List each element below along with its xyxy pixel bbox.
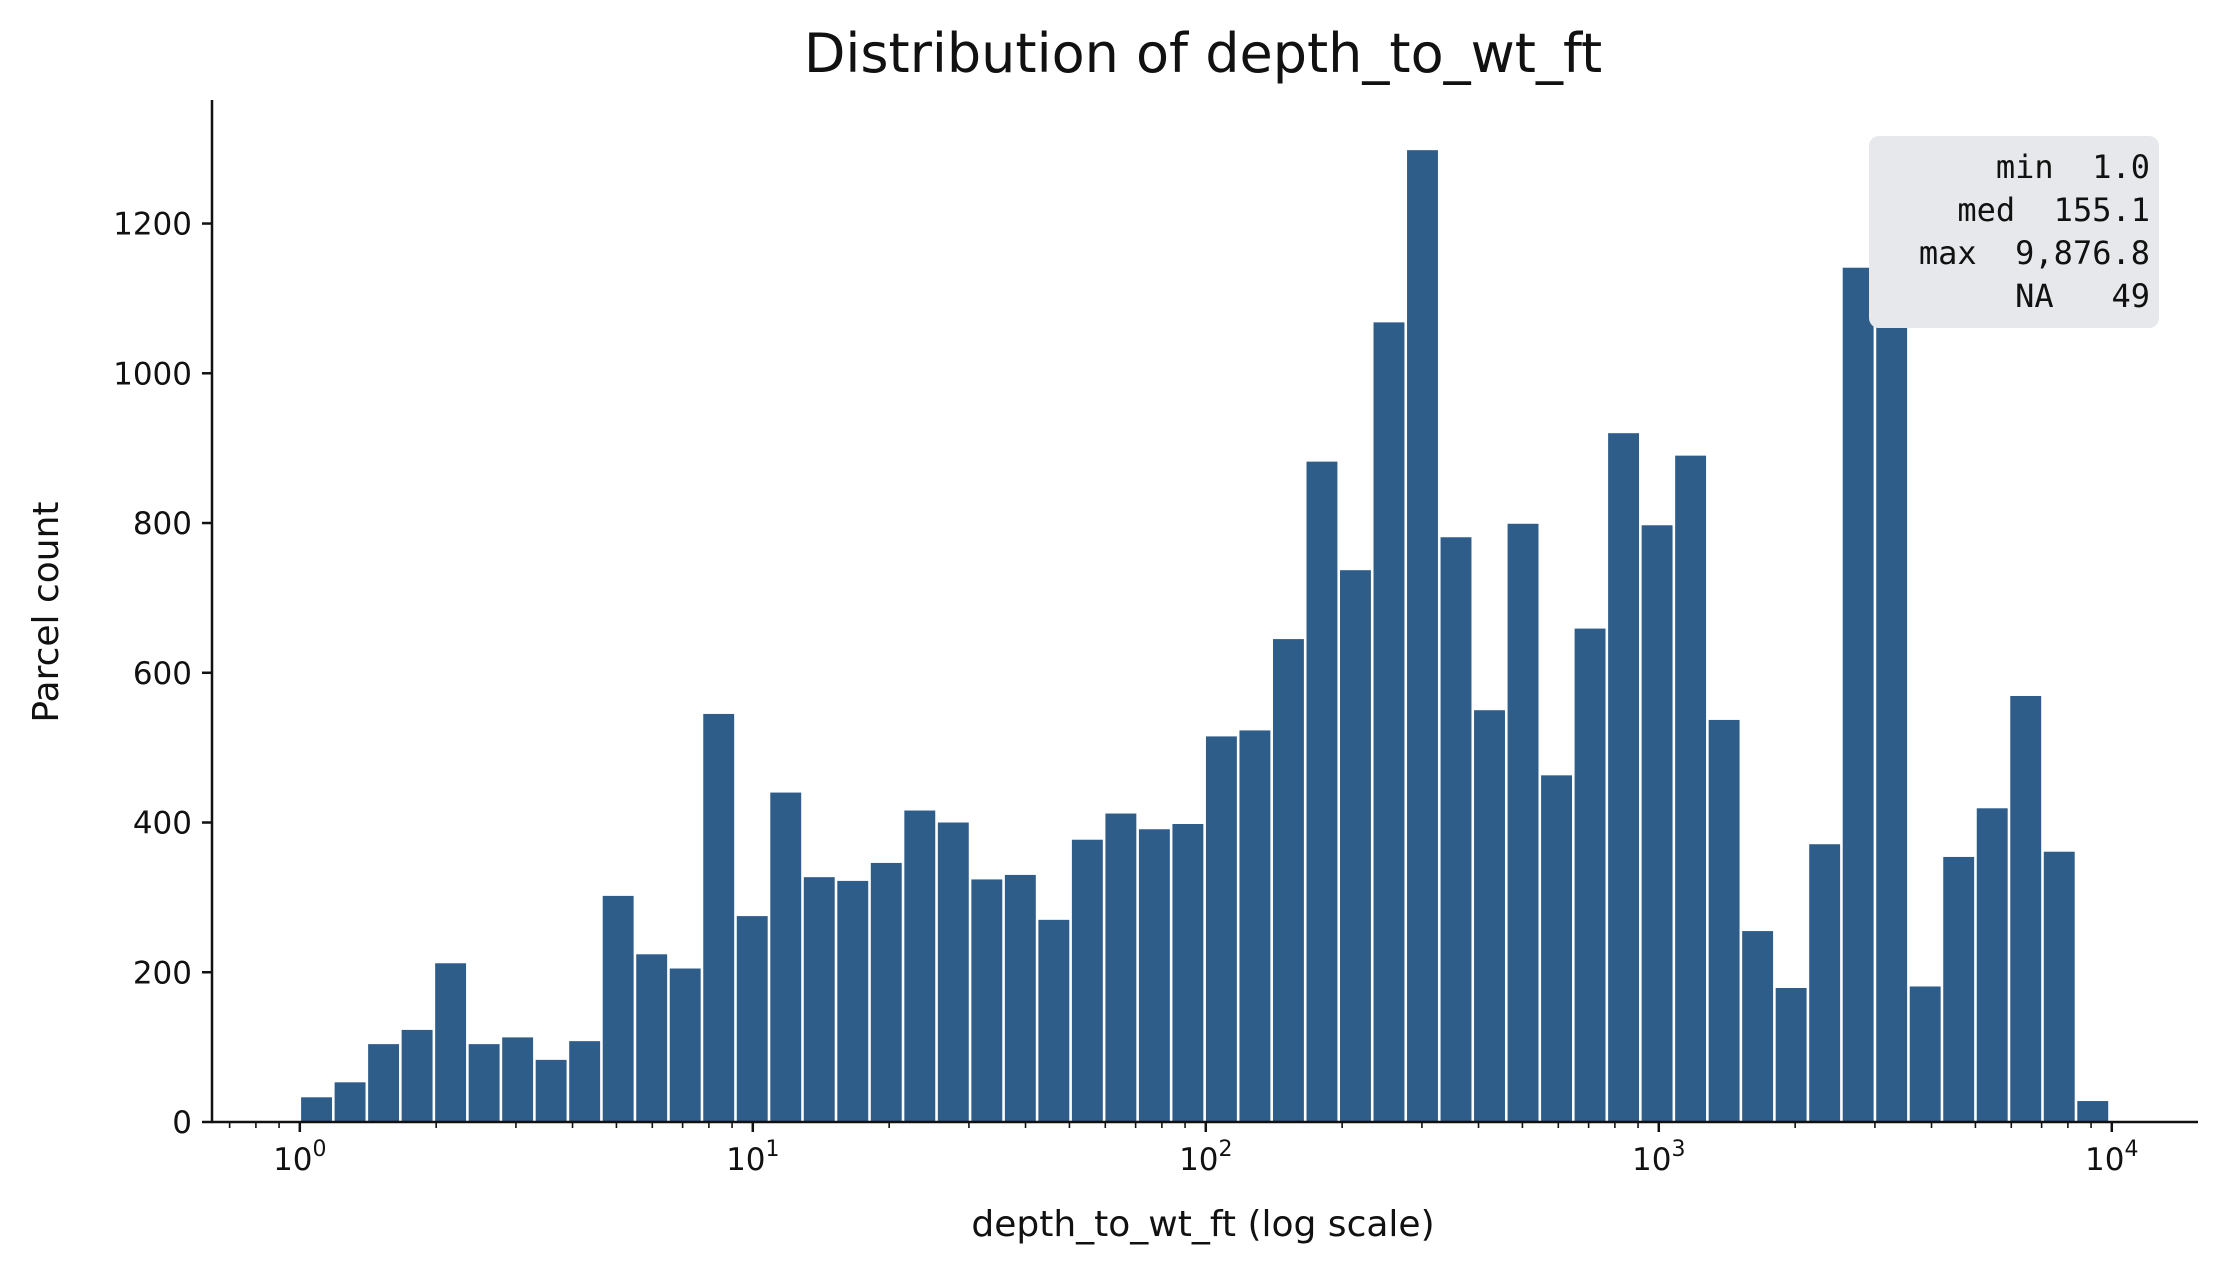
stats-box: min 1.0 med 155.1 max 9,876.8 NA 49 bbox=[1869, 136, 2159, 328]
histogram-bar bbox=[669, 968, 701, 1122]
histogram-bar bbox=[2077, 1101, 2109, 1122]
histogram-bar bbox=[1742, 931, 1774, 1122]
y-axis-ticks: 0 200 400 600 800 1000 1200 bbox=[113, 207, 212, 1141]
stats-box-background bbox=[1869, 136, 2159, 328]
histogram-bar bbox=[1373, 322, 1405, 1122]
histogram-bar bbox=[1272, 639, 1304, 1122]
histogram-bar bbox=[837, 880, 869, 1122]
histogram-bar bbox=[1976, 808, 2008, 1122]
histogram-bar bbox=[1641, 525, 1673, 1122]
histogram-bar bbox=[971, 879, 1003, 1122]
stats-line-max: max 9,876.8 bbox=[1919, 234, 2150, 272]
histogram-bar bbox=[1541, 775, 1572, 1122]
histogram-bar bbox=[502, 1037, 534, 1122]
y-tick-label: 800 bbox=[133, 506, 192, 542]
histogram-bar bbox=[803, 877, 835, 1122]
histogram-bar bbox=[1340, 570, 1371, 1122]
y-tick-label: 200 bbox=[133, 955, 192, 991]
histogram-bar bbox=[2043, 851, 2075, 1122]
x-tick-label: 102 bbox=[1179, 1137, 1232, 1178]
histogram-bar bbox=[1675, 455, 1707, 1122]
histogram-bar bbox=[1909, 986, 1941, 1122]
x-axis-label: depth_to_wt_ft (log scale) bbox=[971, 1204, 1434, 1245]
x-tick-label: 103 bbox=[1632, 1137, 1685, 1178]
histogram-bar bbox=[870, 862, 902, 1122]
histogram-bar bbox=[535, 1059, 567, 1122]
histogram-bar bbox=[334, 1082, 366, 1122]
chart-title: Distribution of depth_to_wt_ft bbox=[804, 22, 1602, 85]
histogram-bar bbox=[1775, 987, 1807, 1122]
histogram-bar bbox=[2010, 695, 2042, 1122]
histogram-bar bbox=[368, 1044, 400, 1122]
histogram-bar bbox=[703, 713, 735, 1122]
histogram-bar bbox=[1708, 719, 1740, 1122]
bars-group bbox=[301, 150, 2109, 1123]
histogram-bar bbox=[937, 822, 969, 1122]
stats-line-min: min 1.0 bbox=[1996, 148, 2150, 186]
stats-line-median: med 155.1 bbox=[1957, 191, 2150, 229]
histogram-bar bbox=[1943, 856, 1975, 1122]
histogram-bar bbox=[1574, 628, 1606, 1122]
histogram-bar bbox=[1071, 839, 1103, 1122]
histogram-bar bbox=[1205, 736, 1237, 1122]
histogram-bar bbox=[1474, 710, 1505, 1122]
histogram-bar bbox=[1038, 919, 1070, 1122]
y-axis-label: Parcel count bbox=[26, 501, 67, 722]
histogram-bar bbox=[468, 1044, 500, 1122]
histogram-bar bbox=[1239, 730, 1271, 1122]
stats-line-na: NA 49 bbox=[2015, 277, 2150, 315]
histogram-bar bbox=[1842, 267, 1874, 1123]
y-tick-label: 0 bbox=[172, 1105, 192, 1141]
histogram-bar bbox=[1608, 433, 1640, 1122]
y-tick-label: 600 bbox=[133, 656, 192, 692]
histogram-bar bbox=[1407, 150, 1438, 1122]
histogram-bar bbox=[1105, 813, 1137, 1122]
histogram-bar bbox=[770, 792, 802, 1122]
histogram-bar bbox=[1172, 824, 1204, 1122]
histogram-bar bbox=[602, 895, 634, 1122]
histogram-bar bbox=[736, 916, 768, 1122]
x-axis-ticks: 100 101 102 103 104 bbox=[228, 1122, 2139, 1178]
histogram-bar bbox=[1138, 829, 1170, 1122]
histogram-bar bbox=[569, 1041, 601, 1122]
histogram-bar bbox=[1507, 523, 1539, 1122]
histogram-bar bbox=[636, 954, 668, 1122]
histogram-bar bbox=[1004, 874, 1036, 1122]
histogram-bar bbox=[401, 1029, 433, 1122]
y-tick-label: 400 bbox=[133, 806, 192, 842]
histogram-bar bbox=[1876, 247, 1908, 1122]
histogram-bar bbox=[904, 810, 936, 1122]
y-tick-label: 1200 bbox=[113, 207, 192, 243]
histogram-bar bbox=[1440, 537, 1472, 1122]
y-tick-label: 1000 bbox=[113, 356, 192, 392]
x-tick-label: 104 bbox=[2085, 1137, 2138, 1178]
x-tick-label: 100 bbox=[273, 1137, 326, 1178]
x-tick-label: 101 bbox=[726, 1137, 779, 1178]
histogram-bar bbox=[1306, 461, 1338, 1122]
histogram-bar bbox=[301, 1097, 333, 1122]
histogram-bar bbox=[1809, 844, 1841, 1122]
histogram-bar bbox=[435, 963, 467, 1122]
